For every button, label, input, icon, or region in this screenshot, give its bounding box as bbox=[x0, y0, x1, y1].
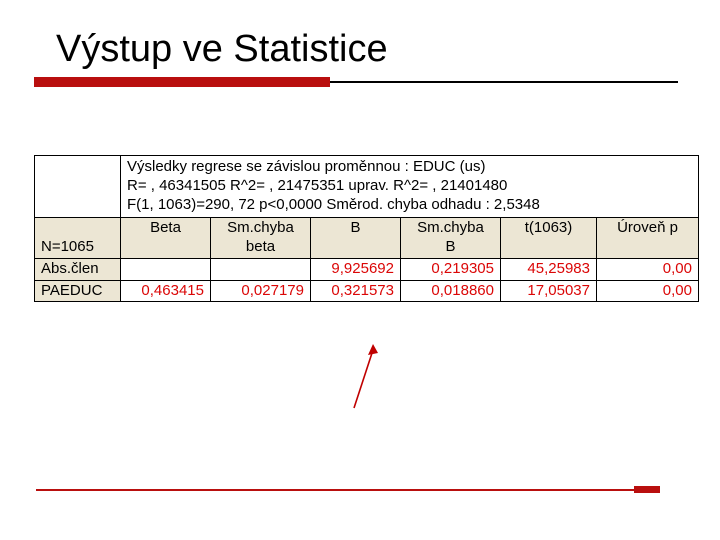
paeduc-beta: 0,463415 bbox=[121, 280, 211, 302]
paeduc-b: 0,321573 bbox=[311, 280, 401, 302]
title-underline bbox=[34, 77, 678, 87]
abs-p: 0,00 bbox=[597, 258, 699, 280]
col-beta: Beta bbox=[121, 218, 211, 259]
row-paeduc: PAEDUC 0,463415 0,027179 0,321573 0,0188… bbox=[35, 280, 699, 302]
row-label-abs: Abs.člen bbox=[35, 258, 121, 280]
header-row: N=1065 Beta Sm.chyba beta B Sm.chyba B t… bbox=[35, 218, 699, 259]
col-smchyba-b: Sm.chyba B bbox=[401, 218, 501, 259]
paeduc-p: 0,00 bbox=[597, 280, 699, 302]
slide-title: Výstup ve Statistice bbox=[56, 28, 684, 71]
summary-row: Výsledky regrese se závislou proměnnou :… bbox=[35, 156, 699, 218]
abs-b: 9,925692 bbox=[311, 258, 401, 280]
row-abs-clen: Abs.člen 9,925692 0,219305 45,25983 0,00 bbox=[35, 258, 699, 280]
col-p: Úroveň p bbox=[597, 218, 699, 259]
row-label-paeduc: PAEDUC bbox=[35, 280, 121, 302]
col-t: t(1063) bbox=[501, 218, 597, 259]
n-label: N=1065 bbox=[35, 218, 121, 259]
summary-line-1: Výsledky regrese se závislou proměnnou :… bbox=[127, 158, 692, 177]
regression-table: Výsledky regrese se závislou proměnnou :… bbox=[34, 155, 684, 302]
paeduc-t: 17,05037 bbox=[501, 280, 597, 302]
paeduc-smchyba-beta: 0,027179 bbox=[211, 280, 311, 302]
abs-smchyba-b: 0,219305 bbox=[401, 258, 501, 280]
col-smchyba-beta: Sm.chyba beta bbox=[211, 218, 311, 259]
col-b: B bbox=[311, 218, 401, 259]
summary-line-2: R= , 46341505 R^2= , 21475351 uprav. R^2… bbox=[127, 177, 692, 196]
pointer-arrow bbox=[344, 344, 384, 410]
paeduc-smchyba-b: 0,018860 bbox=[401, 280, 501, 302]
summary-line-3: F(1, 1063)=290, 72 p<0,0000 Směrod. chyb… bbox=[127, 196, 692, 215]
abs-t: 45,25983 bbox=[501, 258, 597, 280]
